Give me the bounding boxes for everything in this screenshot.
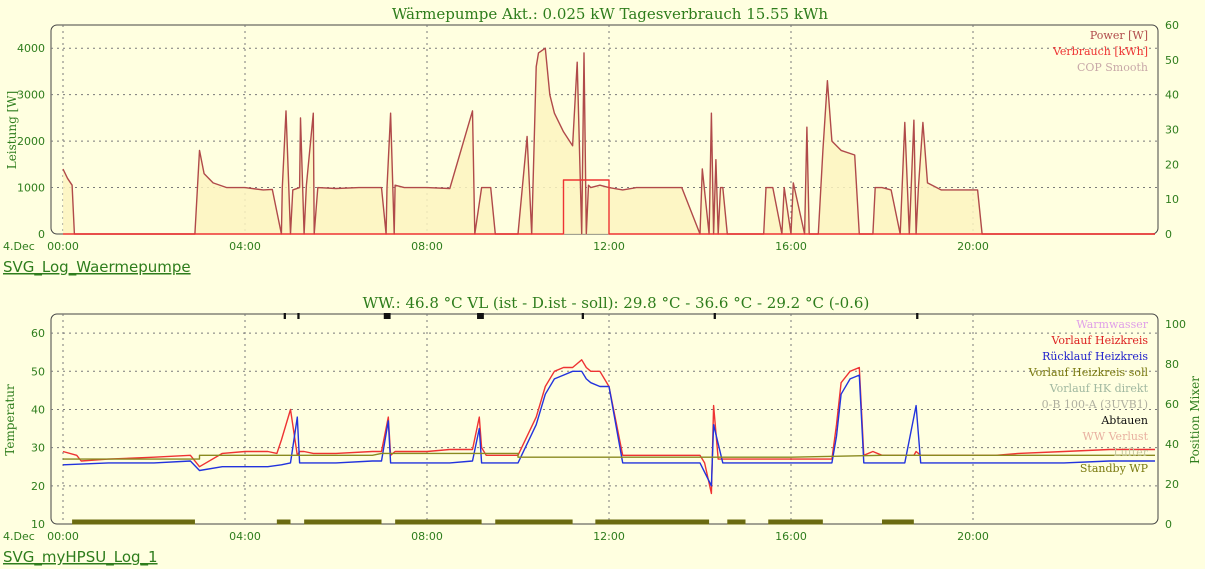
y-tick-label: 50: [31, 365, 45, 378]
legend-item: Vorlauf HK direkt: [1049, 382, 1149, 395]
x-tick-label: 00:00: [47, 240, 79, 253]
y2-tick-label: 50: [1165, 54, 1179, 67]
chart1-series: [62, 47, 1155, 235]
link-svg-myhpsu-log-1[interactable]: SVG_myHPSU_Log_1: [3, 548, 158, 567]
x-tick-label: 00:00: [47, 530, 79, 543]
chart2-title: WW.: 46.8 °C VL (ist - D.ist - soll): 29…: [363, 294, 870, 312]
y2-tick-label: 20: [1165, 478, 1179, 491]
abtauen-mark: [713, 313, 716, 319]
y2-tick-label: 60: [1165, 398, 1179, 411]
abtauen-mark: [581, 313, 584, 319]
x-tick-label: 08:00: [411, 240, 443, 253]
y2-tick-label: 10: [1165, 193, 1179, 206]
y2-tick-label: 20: [1165, 158, 1179, 171]
chart2-y2label: Position Mixer: [1188, 376, 1202, 464]
chart2-date-label: 4.Dec: [3, 530, 35, 543]
abtauen-mark: [916, 313, 919, 319]
legend-item: Vorlauf Heizkreis soll: [1028, 366, 1149, 379]
x-tick-label: 08:00: [411, 530, 443, 543]
y-tick-label: 10: [31, 518, 45, 531]
legend-item: Rücklauf Heizkreis: [1042, 350, 1148, 363]
legend-item: 0-B 100-A (3UVB1): [1042, 398, 1148, 411]
y-tick-label: 0: [38, 228, 45, 241]
legend-item: Power [W]: [1090, 29, 1148, 42]
chart-myhpsu: WW.: 46.8 °C VL (ist - D.ist - soll): 29…: [3, 294, 1202, 567]
y-tick-label: 20: [31, 480, 45, 493]
chart-waermepumpe: Wärmepumpe Akt.: 0.025 kW Tagesverbrauch…: [3, 5, 1179, 277]
y2-tick-label: 30: [1165, 124, 1179, 137]
link-svg-log-waermepumpe[interactable]: SVG_Log_Waermepumpe: [3, 258, 191, 277]
y-tick-label: 30: [31, 442, 45, 455]
chart2-y-ticks: 10 20 30 40 50 60: [31, 327, 45, 531]
y-tick-label: 2000: [17, 135, 45, 148]
chart1-y-ticks: 0 1000 2000 3000 4000: [17, 42, 45, 241]
legend-item: Abtauen: [1100, 414, 1148, 427]
series-r-cklauf-heizkreis: [62, 370, 1155, 487]
chart2-plot-area: [50, 313, 1159, 525]
chart2-legend: Warmwasser Vorlauf Heizkreis Rücklauf Heiz…: [1028, 318, 1149, 475]
chart1-y2-ticks: 0 10 20 30 40 50 60: [1165, 19, 1179, 241]
y2-tick-label: 100: [1165, 318, 1186, 331]
x-tick-label: 16:00: [775, 240, 807, 253]
series-vorlauf-heizkreis: [62, 359, 1155, 495]
y2-tick-label: 80: [1165, 358, 1179, 371]
chart2-y2-ticks: 0 20 40 60 80 100: [1165, 318, 1186, 531]
legend-item: Verbrauch [kWh]: [1052, 45, 1148, 58]
chart1-x-ticks: 00:00 04:00 08:00 12:00 16:00 20:00: [47, 240, 989, 253]
y2-tick-label: 60: [1165, 19, 1179, 32]
abtauen-mark: [383, 313, 391, 319]
chart1-legend: Power [W] Verbrauch [kWh] COP Smooth: [1052, 29, 1148, 74]
y-tick-label: 1000: [17, 182, 45, 195]
chart2-x-ticks: 00:00 04:00 08:00 12:00 16:00 20:00: [47, 530, 989, 543]
x-tick-label: 04:00: [229, 530, 261, 543]
x-tick-label: 04:00: [229, 240, 261, 253]
legend-item: Lüfter: [1113, 446, 1148, 459]
abtauen-mark: [477, 313, 484, 319]
chart2-grid: [51, 314, 1158, 524]
y2-tick-label: 40: [1165, 438, 1179, 451]
y-tick-label: 3000: [17, 89, 45, 102]
x-tick-label: 12:00: [593, 530, 625, 543]
x-tick-label: 20:00: [957, 240, 989, 253]
series-power-w-: [62, 47, 1155, 235]
legend-item: Vorlauf Heizkreis: [1050, 334, 1148, 347]
y-tick-label: 4000: [17, 42, 45, 55]
x-tick-label: 12:00: [593, 240, 625, 253]
x-tick-label: 16:00: [775, 530, 807, 543]
legend-item: Standby WP: [1080, 462, 1149, 475]
chart1-ylabel: Leistung [W]: [5, 91, 19, 170]
y2-tick-label: 40: [1165, 89, 1179, 102]
abtauen-mark: [283, 313, 286, 319]
y-tick-label: 40: [31, 403, 45, 416]
legend-item: WW Verlust: [1083, 430, 1149, 443]
legend-item: COP Smooth: [1077, 61, 1148, 74]
chart2-ylabel: Temperatur: [3, 384, 17, 456]
x-tick-label: 20:00: [957, 530, 989, 543]
chart1-date-label: 4.Dec: [3, 240, 35, 253]
chart2-series: [62, 359, 1155, 525]
y2-tick-label: 0: [1165, 228, 1172, 241]
legend-item: Warmwasser: [1076, 318, 1148, 331]
y2-tick-label: 0: [1165, 518, 1172, 531]
y-tick-label: 60: [31, 327, 45, 340]
chart1-title: Wärmepumpe Akt.: 0.025 kW Tagesverbrauch…: [392, 5, 828, 23]
abtauen-mark: [297, 313, 300, 319]
series-verbrauch-kwh-: [63, 179, 1155, 235]
series-vorlauf-heizkreis-soll: [63, 452, 1155, 460]
chart2-abtauen-marks: [283, 313, 919, 319]
